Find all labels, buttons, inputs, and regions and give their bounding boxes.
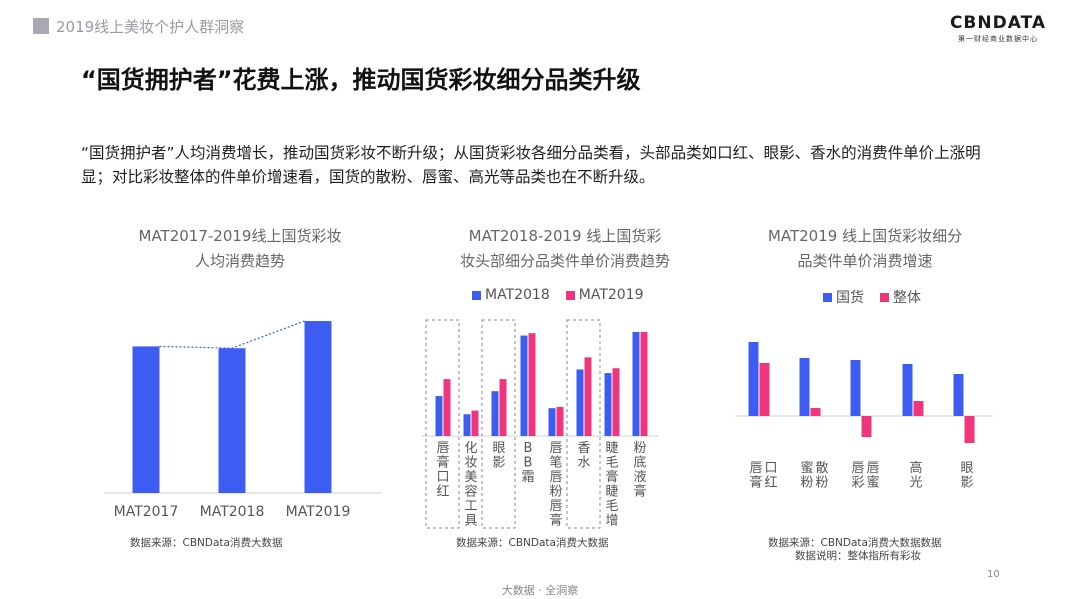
chart3-x-label: 口红 — [764, 461, 777, 491]
chart2-x-label: 唇笔唇粉唇膏 — [549, 441, 562, 529]
chart3-bar-overall — [861, 416, 872, 437]
chart2-x-label: 唇膏口红 — [436, 441, 449, 500]
chart2-bar-mat2018 — [435, 396, 443, 436]
chart2-bar-mat2018 — [576, 369, 584, 436]
chart2-x-label: 眼影 — [492, 441, 505, 471]
page-number: 10 — [987, 569, 1000, 580]
chart3-bar-overall — [913, 401, 924, 416]
page-title: “国货拥护者”花费上涨，推动国货彩妆细分品类升级 — [81, 66, 641, 94]
page-description: “国货拥护者”人均消费增长，推动国货彩妆不断升级；从国货彩妆各细分品类看，头部品… — [81, 144, 981, 186]
legend-swatch-guohuo — [823, 292, 832, 302]
chart3-bar-overall — [810, 408, 821, 416]
section-title: 2019线上美妆个护人群洞察 — [56, 18, 245, 36]
chart3-x-label: 唇膏 — [749, 461, 762, 491]
legend-label-mat2018: MAT2018 — [485, 287, 550, 303]
chart3-x-label: 蜜粉 — [800, 461, 813, 491]
chart2-bar-mat2019 — [584, 357, 592, 436]
chart2-title: MAT2018-2019 线上国货彩 妆头部细分品类件单价消费趋势 — [415, 224, 715, 274]
chart1-x-label: MAT2017 — [114, 504, 179, 520]
chart2-x-label: 化妆美容工具 — [464, 441, 477, 529]
chart2-bar-mat2019 — [499, 379, 507, 436]
chart3-bar-overall — [964, 416, 975, 443]
chart2-highlight-box — [566, 319, 601, 529]
chart2-x-label: 香水 — [577, 441, 590, 471]
chart3-bar-overall — [759, 363, 770, 416]
legend-label-guohuo: 国货 — [836, 290, 864, 306]
chart3-bar-guohuo — [953, 374, 964, 416]
chart1-bar — [132, 346, 160, 493]
chart2-legend: MAT2018 MAT2019 — [472, 287, 644, 303]
chart3-title-line1: MAT2019 线上国货彩妆细分 — [767, 227, 963, 245]
footer-tagline: 大数据 · 全洞察 — [501, 584, 579, 597]
legend-swatch-overall — [880, 292, 889, 302]
chart3-x-label: 唇彩 — [851, 461, 864, 491]
section-marker — [33, 18, 49, 34]
legend-label-mat2019: MAT2019 — [578, 287, 644, 303]
chart2-bar-mat2019 — [612, 368, 620, 436]
chart2-source: 数据来源：CBNData消费大数据 — [456, 537, 609, 549]
logo-name: CBNDATA — [949, 13, 1046, 33]
chart2-highlight-box — [425, 319, 460, 529]
chart2-bar-mat2018 — [463, 414, 471, 436]
chart1-x-label: MAT2019 — [286, 504, 351, 520]
chart3-bar-guohuo — [748, 342, 759, 416]
chart2-bar-mat2019 — [528, 333, 536, 436]
legend-label-overall: 整体 — [893, 290, 921, 306]
chart3-title: MAT2019 线上国货彩妆细分 品类件单价消费增速 — [735, 224, 995, 274]
chart1-trendline — [159, 320, 305, 349]
chart2-bar-mat2019 — [640, 331, 648, 436]
cbndata-logo: CBNDATA 第一财经商业数据中心 — [950, 13, 1046, 44]
chart1-title: MAT2017-2019线上国货彩妆 人均消费趋势 — [95, 224, 385, 274]
chart2-bar-mat2018 — [491, 391, 499, 436]
chart3-source-2: 数据说明：整体指所有彩妆 — [795, 550, 921, 562]
chart1-title-line1: MAT2017-2019线上国货彩妆 — [138, 227, 342, 245]
chart2-bar-mat2019 — [443, 379, 451, 436]
chart3-x-label: 散粉 — [815, 461, 828, 491]
chart3-x-label: 高光 — [909, 460, 922, 491]
chart1-source: 数据来源：CBNData消费大数据 — [130, 537, 283, 549]
chart3-bar-guohuo — [902, 364, 913, 416]
chart2-x-label: 睫毛膏睫毛增 — [605, 441, 618, 529]
legend-swatch-mat2019 — [565, 290, 575, 300]
chart3-x-label: 眼影 — [960, 461, 973, 491]
chart3-bar-guohuo — [799, 358, 810, 416]
chart3-title-line2: 品类件单价消费增速 — [797, 252, 933, 270]
chart1-title-line2: 人均消费趋势 — [194, 252, 285, 270]
chart2-bar-mat2018 — [632, 331, 640, 436]
chart1-x-label: MAT2018 — [200, 504, 265, 520]
chart3-x-label: 唇蜜 — [866, 461, 879, 491]
chart1-bar — [304, 321, 332, 493]
chart2-bar-mat2018 — [520, 335, 528, 436]
logo-subtitle: 第一财经商业数据中心 — [957, 35, 1038, 43]
chart2-bar-mat2018 — [604, 373, 612, 436]
chart2-bar-mat2019 — [556, 406, 564, 436]
chart3-bar-guohuo — [850, 360, 861, 416]
chart2-x-label: 粉底液膏 — [633, 441, 646, 500]
chart1-bar — [218, 348, 246, 493]
chart2-bar-mat2019 — [471, 410, 479, 436]
chart2-title-line1: MAT2018-2019 线上国货彩 — [468, 227, 662, 245]
chart2-highlight-box — [481, 319, 516, 529]
chart2-title-line2: 妆头部细分品类件单价消费趋势 — [459, 252, 670, 270]
chart2-bar-mat2018 — [548, 408, 556, 436]
chart3-legend: 国货 整体 — [823, 287, 921, 307]
chart3-source-1: 数据来源：CBNData消费大数据数据 — [768, 537, 942, 549]
legend-swatch-mat2018 — [472, 290, 481, 300]
